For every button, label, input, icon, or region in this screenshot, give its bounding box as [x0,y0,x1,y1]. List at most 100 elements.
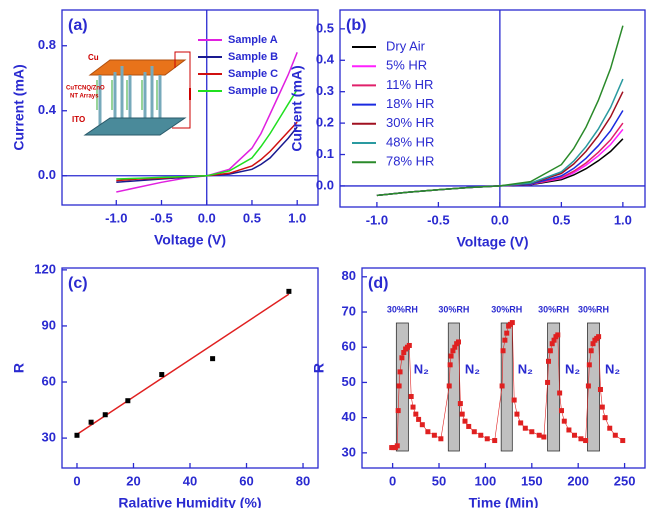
point [492,438,497,443]
panel-label: (d) [368,275,388,292]
inset-cu [90,60,185,75]
point [562,419,567,424]
y-tick-label: 0.0 [38,167,56,182]
y-tick-label: 40 [342,409,356,424]
x-tick-label: 0.5 [243,210,261,225]
point [103,412,108,417]
inset-label: ITO [72,115,85,124]
inset-diagram: Cu CuTCNQ/ZnO NT Arrays ITO [66,52,190,135]
gas-label: N₂ [414,361,429,376]
y-tick-label: 60 [342,339,356,354]
rh-label: 30%RH [387,304,418,314]
x-tick-label: 250 [614,473,636,488]
point [395,443,400,448]
point [397,383,402,388]
x-tick-label: 100 [475,473,497,488]
point [438,436,443,441]
rh-label: 30%RH [538,304,569,314]
point [607,426,612,431]
panel-label: (a) [68,17,88,34]
point [420,422,425,427]
point [548,348,553,353]
point [460,412,465,417]
x-tick-label: -0.5 [150,210,172,225]
inset-label: Cu [88,53,99,62]
point [501,348,506,353]
inset-tubes [97,80,157,110]
point [449,354,454,359]
point [537,433,542,438]
fit-line [77,294,289,434]
point [407,343,412,348]
point [603,415,608,420]
x-tick-label: 0.0 [198,210,216,225]
point [559,408,564,413]
legend-label: 18% HR [386,96,434,111]
y-tick-label: 30 [42,430,56,445]
point [510,320,515,325]
x-tick-label: 20 [126,473,140,488]
rh-label: 30%RH [578,304,609,314]
panel-label: (c) [68,275,88,292]
point [514,412,519,417]
point [613,433,618,438]
point [472,429,477,434]
point [557,391,562,396]
point [589,348,594,353]
point [413,412,418,417]
point [447,383,452,388]
x-tick-label: 0 [73,473,80,488]
point [596,334,601,339]
x-tick-label: -1.0 [105,210,127,225]
x-tick-label: 0.5 [552,212,570,227]
point [546,359,551,364]
panel-label: (b) [346,17,366,34]
x-tick-label: 0 [389,473,396,488]
point [578,436,583,441]
point [583,438,588,443]
point [432,433,437,438]
y-tick-label: 50 [342,374,356,389]
x-axis-label: Voltage (V) [456,234,528,250]
y-tick-label: 0.2 [316,115,334,130]
x-tick-label: -0.5 [427,212,449,227]
legend-label: 78% HR [386,154,434,169]
x-tick-label: 150 [521,473,543,488]
point [518,420,523,425]
y-tick-label: 0.8 [38,37,56,52]
plot-frame [62,268,318,468]
legend-label: Sample A [228,34,278,46]
point [462,419,467,424]
point [500,383,505,388]
point [600,405,605,410]
point [425,429,430,434]
y-tick-label: 0.1 [316,146,334,161]
legend-label: Sample D [228,85,278,97]
point [586,383,591,388]
inset-label: NT Arrays [70,94,99,100]
y-tick-label: 60 [42,373,56,388]
point [502,338,507,343]
x-tick-label: 80 [296,473,310,488]
x-tick-label: 200 [567,473,589,488]
rh-label: 30%RH [438,304,469,314]
point [478,433,483,438]
point [504,331,509,336]
y-axis-label: R [11,363,27,373]
inset-label: CuTCNQ/ZnO [66,86,105,92]
x-tick-label: -1.0 [366,212,388,227]
legend-label: 5% HR [386,58,427,73]
point [399,355,404,360]
point [587,362,592,367]
gas-label: N₂ [605,361,620,376]
point [398,369,403,374]
x-axis-label: Ralative Humidity (%) [118,495,261,508]
x-tick-label: 0.0 [491,212,509,227]
point [396,408,401,413]
point [89,420,94,425]
y-tick-label: 0.4 [38,102,57,117]
x-axis-label: Voltage (V) [154,232,226,248]
y-axis-label: Current (mA) [11,64,27,150]
y-tick-label: 0.3 [316,83,334,98]
legend-label: Sample B [228,51,278,63]
